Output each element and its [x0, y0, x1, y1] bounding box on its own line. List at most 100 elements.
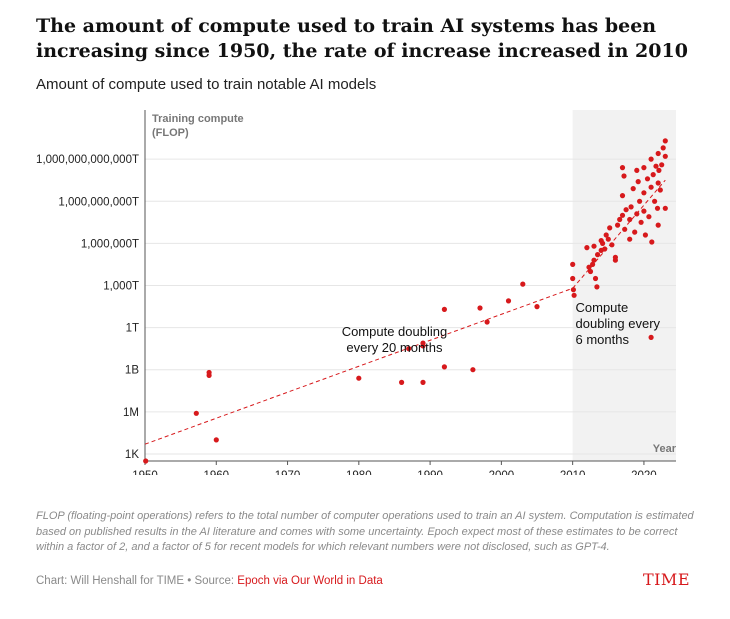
- data-point: [621, 173, 627, 179]
- data-point: [602, 246, 608, 252]
- y-tick-labels: 1K 1M 1B 1T 1,000T 1,000,000T 1,000,000,000T 1,…: [36, 154, 139, 461]
- data-point: [193, 410, 199, 416]
- data-point: [143, 458, 149, 464]
- data-point: [657, 187, 663, 193]
- data-point: [594, 284, 600, 290]
- data-point: [520, 281, 526, 287]
- chart-credit: Chart: Will Henshall for TIME • Source: …: [36, 575, 383, 587]
- chart-subtitle: Amount of compute used to train notable …: [36, 76, 377, 93]
- data-point: [662, 205, 668, 211]
- data-point: [650, 172, 656, 178]
- data-point: [570, 275, 576, 282]
- data-point: [505, 298, 512, 304]
- data-point: [628, 204, 634, 210]
- x-tick-label: 1970: [275, 470, 301, 475]
- data-point: [644, 176, 651, 182]
- data-point: [617, 216, 623, 223]
- data-point: [623, 207, 629, 213]
- data-point: [630, 186, 636, 192]
- data-point: [654, 205, 661, 211]
- x-tick-label: 1990: [417, 470, 443, 475]
- data-point: [206, 369, 212, 376]
- data-point: [642, 232, 649, 238]
- y-tick-label: 1,000,000T: [81, 238, 139, 250]
- data-point: [659, 162, 665, 168]
- chart-axes: [144, 110, 676, 462]
- data-point: [609, 242, 615, 248]
- source-link[interactable]: Epoch via Our World in Data: [237, 575, 383, 587]
- trend-line: [144, 287, 573, 445]
- y-tick-label: 1B: [125, 365, 139, 377]
- data-point: [406, 346, 412, 352]
- y-tick-label: 1,000,000,000T: [58, 196, 139, 208]
- y-tick-label: 1,000,000,000,000T: [36, 154, 139, 166]
- data-point: [213, 437, 219, 443]
- y-tick-label: 1,000T: [103, 281, 139, 293]
- data-point: [655, 180, 661, 186]
- data-point: [470, 367, 476, 373]
- annotation-text: 6 months: [576, 332, 630, 347]
- chart-title: The amount of compute used to train AI s…: [36, 15, 688, 62]
- data-point: [648, 334, 654, 340]
- data-point: [612, 254, 619, 260]
- data-point: [570, 261, 576, 267]
- y-tick-label: 1K: [125, 449, 139, 461]
- data-point: [662, 153, 668, 159]
- data-point: [648, 156, 654, 162]
- data-point: [607, 225, 613, 231]
- data-point: [662, 138, 668, 144]
- x-tick-label: 2020: [631, 470, 657, 475]
- credit-prefix: Chart: Will Henshall for TIME • Source:: [36, 575, 238, 587]
- trend-line: [572, 179, 666, 289]
- data-point: [591, 257, 597, 263]
- x-tick-label: 2000: [489, 470, 515, 475]
- y-tick-label: 1T: [126, 323, 139, 335]
- data-point: [584, 245, 590, 251]
- data-point: [619, 165, 626, 171]
- data-point: [570, 287, 577, 293]
- data-point: [619, 193, 626, 199]
- y-axis-title-line-2: (FLOP): [152, 127, 189, 139]
- data-point: [587, 268, 594, 275]
- trend-lines: [144, 179, 666, 445]
- data-point: [627, 216, 633, 223]
- x-tick-label: 1950: [132, 470, 158, 475]
- data-point: [477, 305, 483, 311]
- data-point: [641, 208, 647, 214]
- data-point: [619, 212, 626, 218]
- data-point: [655, 150, 661, 157]
- data-point: [605, 236, 611, 242]
- data-point: [652, 198, 658, 204]
- data-point: [641, 190, 647, 196]
- data-point: [622, 226, 628, 232]
- data-point: [399, 379, 405, 385]
- y-tick-label: 1M: [123, 407, 139, 419]
- data-point: [634, 167, 640, 173]
- data-point: [484, 319, 490, 325]
- data-point: [603, 232, 609, 238]
- x-axis-title: Year: [653, 443, 677, 455]
- compute-scatter-chart: 1K 1M 1B 1T 1,000T 1,000,000T 1,000,000,000T 1,…: [36, 110, 677, 475]
- annotation-text: every 20 months: [346, 340, 443, 355]
- data-point: [656, 167, 662, 173]
- x-tick-label: 2010: [560, 470, 586, 475]
- data-point: [638, 219, 644, 225]
- footnote: FLOP (floating-point operations) refers …: [36, 510, 694, 553]
- data-point: [420, 340, 426, 346]
- x-tick-label: 1960: [203, 470, 229, 475]
- data-point: [441, 306, 447, 312]
- data-point: [591, 243, 597, 249]
- data-point: [571, 292, 577, 298]
- data-point: [420, 379, 426, 385]
- data-point: [655, 222, 661, 228]
- data-point: [653, 163, 659, 169]
- y-axis-title-line-1: Training compute: [152, 113, 244, 125]
- data-point: [595, 252, 601, 258]
- x-tick-label: 1980: [346, 470, 372, 475]
- data-point: [356, 375, 362, 381]
- data-point: [592, 275, 599, 282]
- time-logo: TIME: [642, 570, 690, 589]
- data-point: [632, 229, 638, 235]
- data-point: [634, 211, 640, 217]
